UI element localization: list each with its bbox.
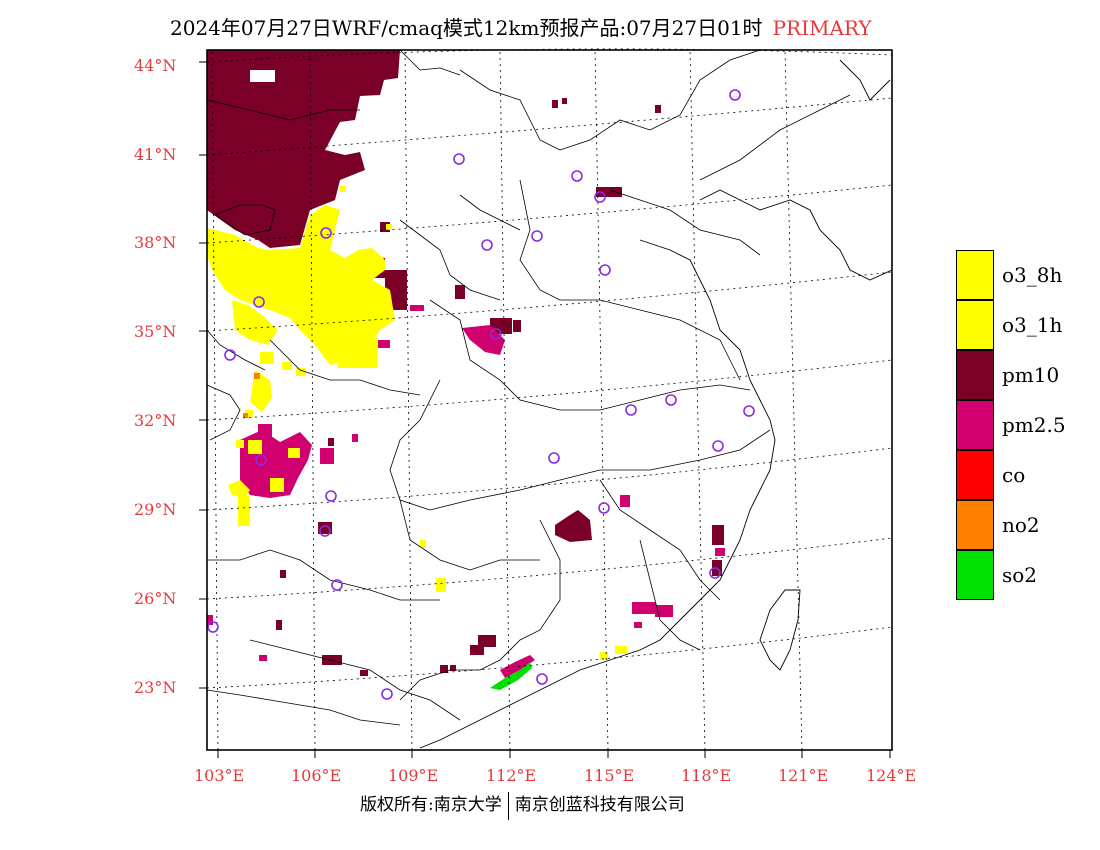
station-markers xyxy=(207,89,755,700)
lon-label-115: 115°E xyxy=(584,766,635,785)
legend-label: no2 xyxy=(1002,513,1040,537)
legend-label: co xyxy=(1002,463,1026,487)
lat-label-44: 44°N xyxy=(134,56,177,75)
legend-swatch xyxy=(956,250,994,300)
lon-label-121: 121°E xyxy=(778,766,829,785)
so2-patches xyxy=(490,662,532,690)
map-title: 2024年07月27日WRF/cmaq模式12km预报产品:07月27日01时 P… xyxy=(170,12,872,41)
lon-label-112: 112°E xyxy=(486,766,537,785)
lat-label-23: 23°N xyxy=(134,678,177,697)
o3-patches xyxy=(207,186,627,660)
legend-swatch xyxy=(956,550,994,600)
lat-label-38: 38°N xyxy=(134,233,177,252)
legend-swatch xyxy=(956,450,994,500)
graticule xyxy=(206,48,893,751)
legend-swatch xyxy=(956,500,994,550)
title-tag: PRIMARY xyxy=(772,16,872,40)
legend-swatch xyxy=(956,350,994,400)
axis-ticks xyxy=(199,61,891,758)
title-main: 2024年07月27日WRF/cmaq模式12km预报产品:07月27日01时 xyxy=(170,16,763,40)
legend-label: pm2.5 xyxy=(1002,413,1066,437)
coastline xyxy=(419,59,893,749)
legend-label: o3_1h xyxy=(1002,313,1063,337)
legend-label: o3_8h xyxy=(1002,263,1063,287)
lon-label-124: 124°E xyxy=(866,766,917,785)
lat-label-26: 26°N xyxy=(134,589,177,608)
lat-label-35: 35°N xyxy=(134,322,177,341)
lat-label-32: 32°N xyxy=(134,411,177,430)
map-frame xyxy=(206,49,893,751)
legend-label: pm10 xyxy=(1002,363,1060,387)
province-boundaries xyxy=(206,49,851,726)
lat-label-41: 41°N xyxy=(134,145,177,164)
lon-label-106: 106°E xyxy=(291,766,342,785)
legend-label: so2 xyxy=(1002,563,1038,587)
lon-label-103: 103°E xyxy=(194,766,245,785)
no2-patches xyxy=(243,373,260,418)
copyright-right: 南京创蓝科技有限公司 xyxy=(514,795,685,815)
lon-label-118: 118°E xyxy=(681,766,732,785)
legend-swatch xyxy=(956,400,994,450)
legend-swatch xyxy=(956,300,994,350)
copyright-footer: 版权所有:南京大学 南京创蓝科技有限公司 xyxy=(360,790,685,820)
copyright-left: 版权所有:南京大学 xyxy=(360,795,502,815)
lat-label-29: 29°N xyxy=(134,500,177,519)
lon-label-109: 109°E xyxy=(388,766,439,785)
footer-separator xyxy=(507,791,509,820)
